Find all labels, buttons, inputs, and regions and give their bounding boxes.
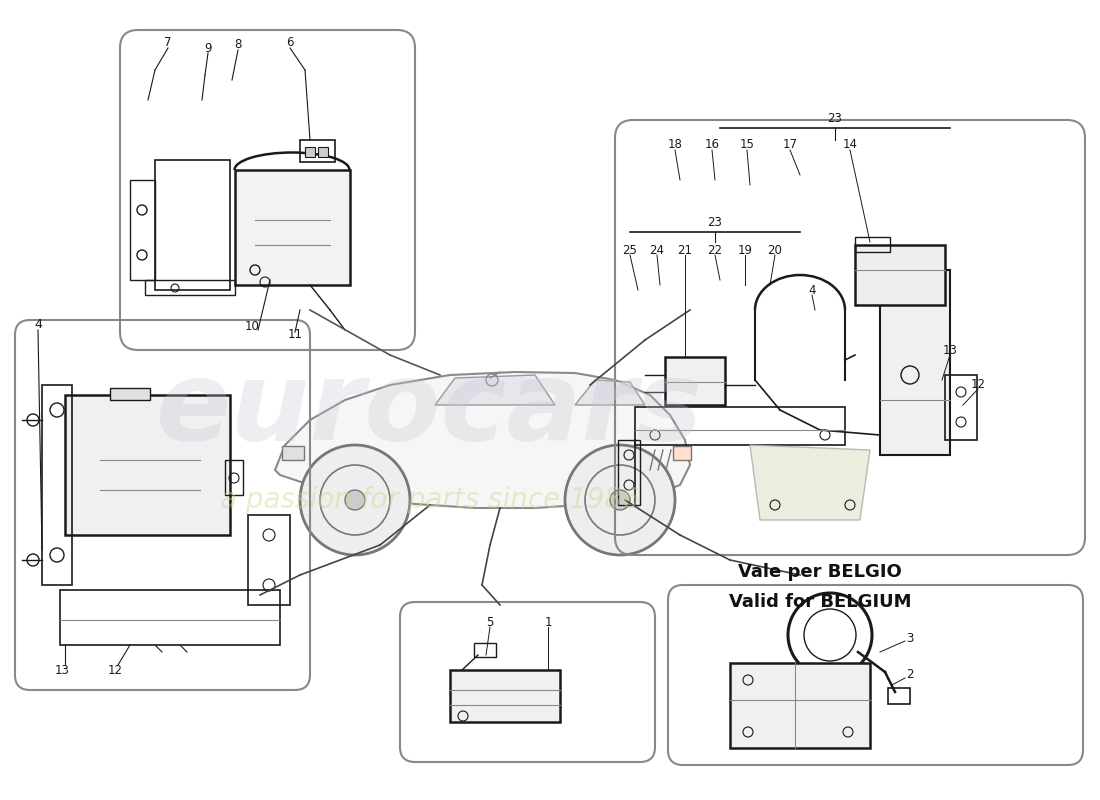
Text: Vale per BELGIO: Vale per BELGIO (738, 563, 902, 581)
Bar (730, 663, 870, 748)
Text: 23: 23 (827, 111, 843, 125)
Bar (110, 388, 150, 400)
Bar (60, 590, 280, 645)
Text: Valid for BELGIUM: Valid for BELGIUM (728, 593, 911, 611)
Bar (282, 446, 304, 460)
Text: eurocars: eurocars (156, 357, 704, 463)
Circle shape (610, 490, 630, 510)
Text: 11: 11 (287, 329, 303, 342)
Text: 7: 7 (164, 37, 172, 50)
Polygon shape (750, 445, 870, 520)
Text: 24: 24 (649, 243, 664, 257)
Text: 13: 13 (943, 343, 957, 357)
Text: 1: 1 (544, 615, 552, 629)
Bar (155, 160, 230, 290)
Bar (855, 237, 890, 252)
Bar (450, 670, 560, 722)
Text: 23: 23 (707, 215, 723, 229)
Bar (474, 643, 496, 657)
Text: 2: 2 (906, 669, 914, 682)
Polygon shape (575, 380, 645, 405)
Text: 15: 15 (739, 138, 755, 151)
Text: 18: 18 (668, 138, 682, 151)
Text: 8: 8 (234, 38, 242, 51)
Text: 4: 4 (34, 318, 42, 331)
Circle shape (300, 445, 410, 555)
Bar (888, 688, 910, 704)
Text: 21: 21 (678, 243, 693, 257)
Bar (666, 357, 725, 405)
Bar (65, 395, 230, 535)
Bar (618, 440, 640, 505)
Text: 9: 9 (205, 42, 211, 54)
Polygon shape (434, 375, 556, 405)
Bar (318, 147, 328, 157)
Text: 22: 22 (707, 243, 723, 257)
Bar (300, 140, 336, 162)
Text: 12: 12 (108, 663, 122, 677)
Bar (42, 385, 72, 585)
Text: 16: 16 (704, 138, 719, 151)
Text: 10: 10 (244, 321, 260, 334)
Bar (945, 375, 977, 440)
Text: 25: 25 (623, 243, 637, 257)
Text: 20: 20 (768, 243, 782, 257)
Bar (235, 170, 350, 285)
Polygon shape (275, 372, 690, 508)
Bar (226, 460, 243, 495)
Text: 4: 4 (808, 283, 816, 297)
Text: 14: 14 (843, 138, 858, 151)
Bar (635, 407, 845, 445)
Bar (248, 515, 290, 605)
Bar (880, 270, 950, 455)
Text: 17: 17 (782, 138, 797, 151)
Text: 5: 5 (486, 615, 494, 629)
Circle shape (565, 445, 675, 555)
Bar (673, 446, 691, 460)
Text: 13: 13 (55, 663, 69, 677)
Text: 3: 3 (906, 631, 914, 645)
Text: a passion for parts since 1986: a passion for parts since 1986 (220, 486, 640, 514)
Bar (145, 280, 235, 295)
Text: 6: 6 (286, 37, 294, 50)
Text: 12: 12 (970, 378, 986, 391)
Bar (130, 180, 155, 280)
Bar (855, 245, 945, 305)
Text: 19: 19 (737, 243, 752, 257)
Bar (305, 147, 315, 157)
Circle shape (345, 490, 365, 510)
